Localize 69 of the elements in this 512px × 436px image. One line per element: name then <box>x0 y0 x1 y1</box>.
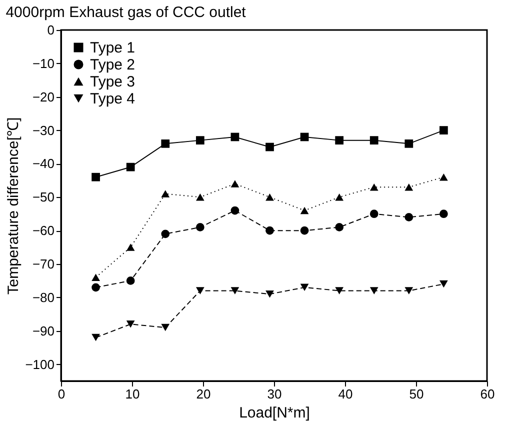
point <box>335 136 344 144</box>
point <box>300 284 309 292</box>
x-tick-label: 20 <box>196 386 211 402</box>
point <box>230 287 240 294</box>
y-tick-label: −10 <box>32 56 54 71</box>
point <box>196 287 204 294</box>
y-axis-title: Temperature difference[℃] <box>5 117 22 295</box>
point <box>335 194 344 201</box>
point <box>404 287 414 294</box>
point <box>440 210 448 218</box>
point <box>196 136 204 144</box>
point <box>161 230 170 238</box>
point <box>230 206 240 215</box>
x-tick-label: 40 <box>338 386 353 402</box>
point <box>370 183 378 191</box>
point <box>370 136 378 144</box>
y-tick-label: −100 <box>25 356 54 372</box>
legend-label: Type 3 <box>90 74 136 90</box>
legend-label: Type 4 <box>90 90 136 108</box>
legend-label: Type 2 <box>90 56 136 74</box>
point <box>266 290 274 298</box>
point <box>335 287 344 294</box>
point <box>440 126 448 134</box>
y-tick-label: −80 <box>32 290 54 305</box>
point <box>404 213 414 222</box>
point <box>440 173 448 181</box>
point <box>92 274 100 281</box>
point <box>161 324 170 332</box>
point <box>370 210 378 218</box>
point <box>300 206 309 214</box>
point <box>92 283 100 292</box>
point <box>92 172 100 182</box>
point <box>266 194 274 201</box>
point <box>92 334 100 342</box>
x-tick-label: 0 <box>58 386 66 402</box>
point <box>196 223 204 232</box>
y-tick-label: −30 <box>32 122 54 138</box>
point <box>404 139 414 148</box>
point <box>161 190 170 198</box>
point <box>370 287 378 294</box>
point <box>335 223 344 232</box>
point <box>230 132 240 142</box>
point <box>440 280 448 288</box>
point <box>126 276 135 285</box>
chart-title: 4000rpm Exhaust gas of CCC outlet <box>6 4 247 21</box>
point <box>300 132 309 142</box>
point <box>404 183 414 191</box>
point <box>161 139 170 148</box>
y-tick-label: −40 <box>32 156 54 172</box>
y-tick-label: −20 <box>32 89 54 104</box>
x-tick-label: 50 <box>409 386 424 402</box>
x-tick-label: 30 <box>267 386 282 402</box>
point <box>126 244 135 251</box>
point <box>230 180 240 188</box>
x-tick-label: 10 <box>125 386 140 402</box>
point <box>300 226 309 235</box>
x-axis-title: Load[N*m] <box>239 404 310 422</box>
point <box>266 226 274 235</box>
y-tick-label: 0 <box>47 22 54 38</box>
legend-label: Type 1 <box>90 40 136 56</box>
point <box>196 194 204 201</box>
y-tick-label: −70 <box>32 256 54 272</box>
point <box>126 162 135 172</box>
y-tick-label: −50 <box>32 190 54 205</box>
point <box>266 142 274 152</box>
y-tick-label: −90 <box>32 323 54 338</box>
y-tick-label: −60 <box>32 223 54 238</box>
x-tick-label: 60 <box>480 386 495 402</box>
point <box>126 320 135 328</box>
